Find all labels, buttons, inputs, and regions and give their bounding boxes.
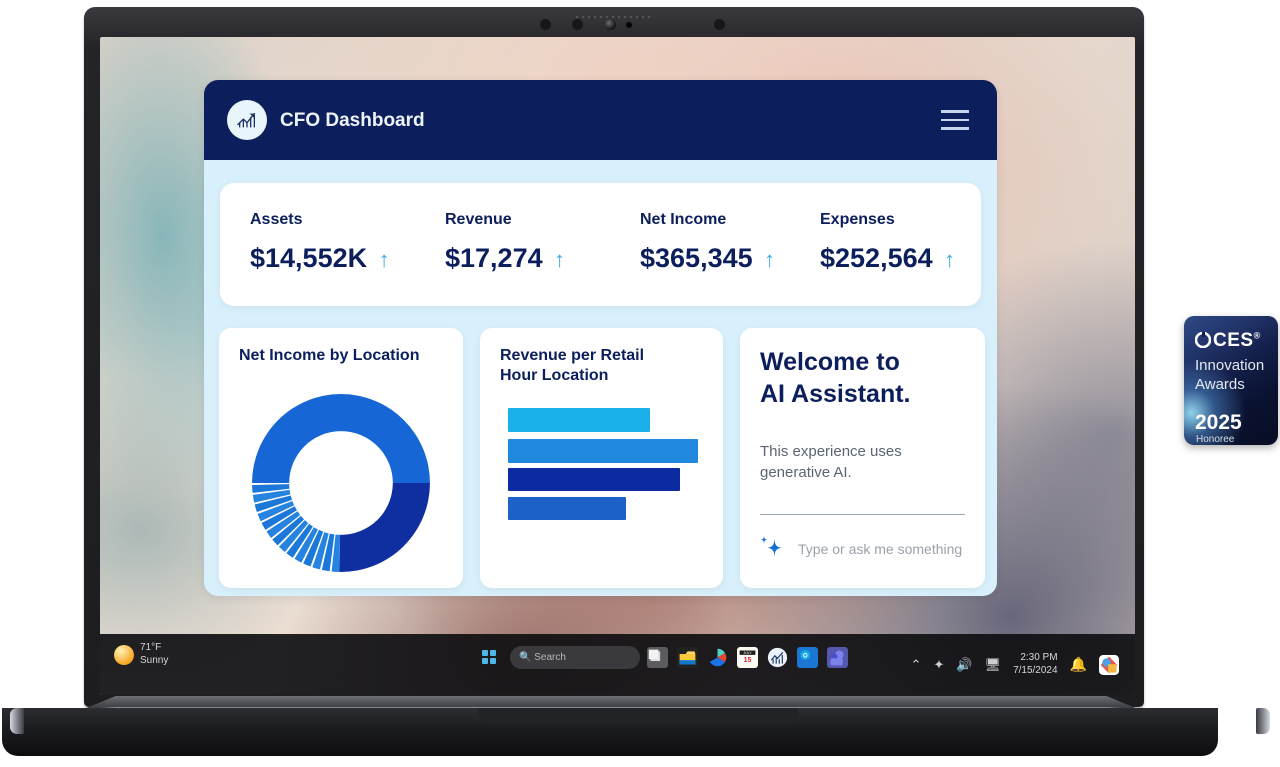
svg-text:15: 15 [744, 656, 752, 663]
svg-text:JULY: JULY [743, 651, 752, 655]
svg-text:O: O [803, 652, 808, 659]
